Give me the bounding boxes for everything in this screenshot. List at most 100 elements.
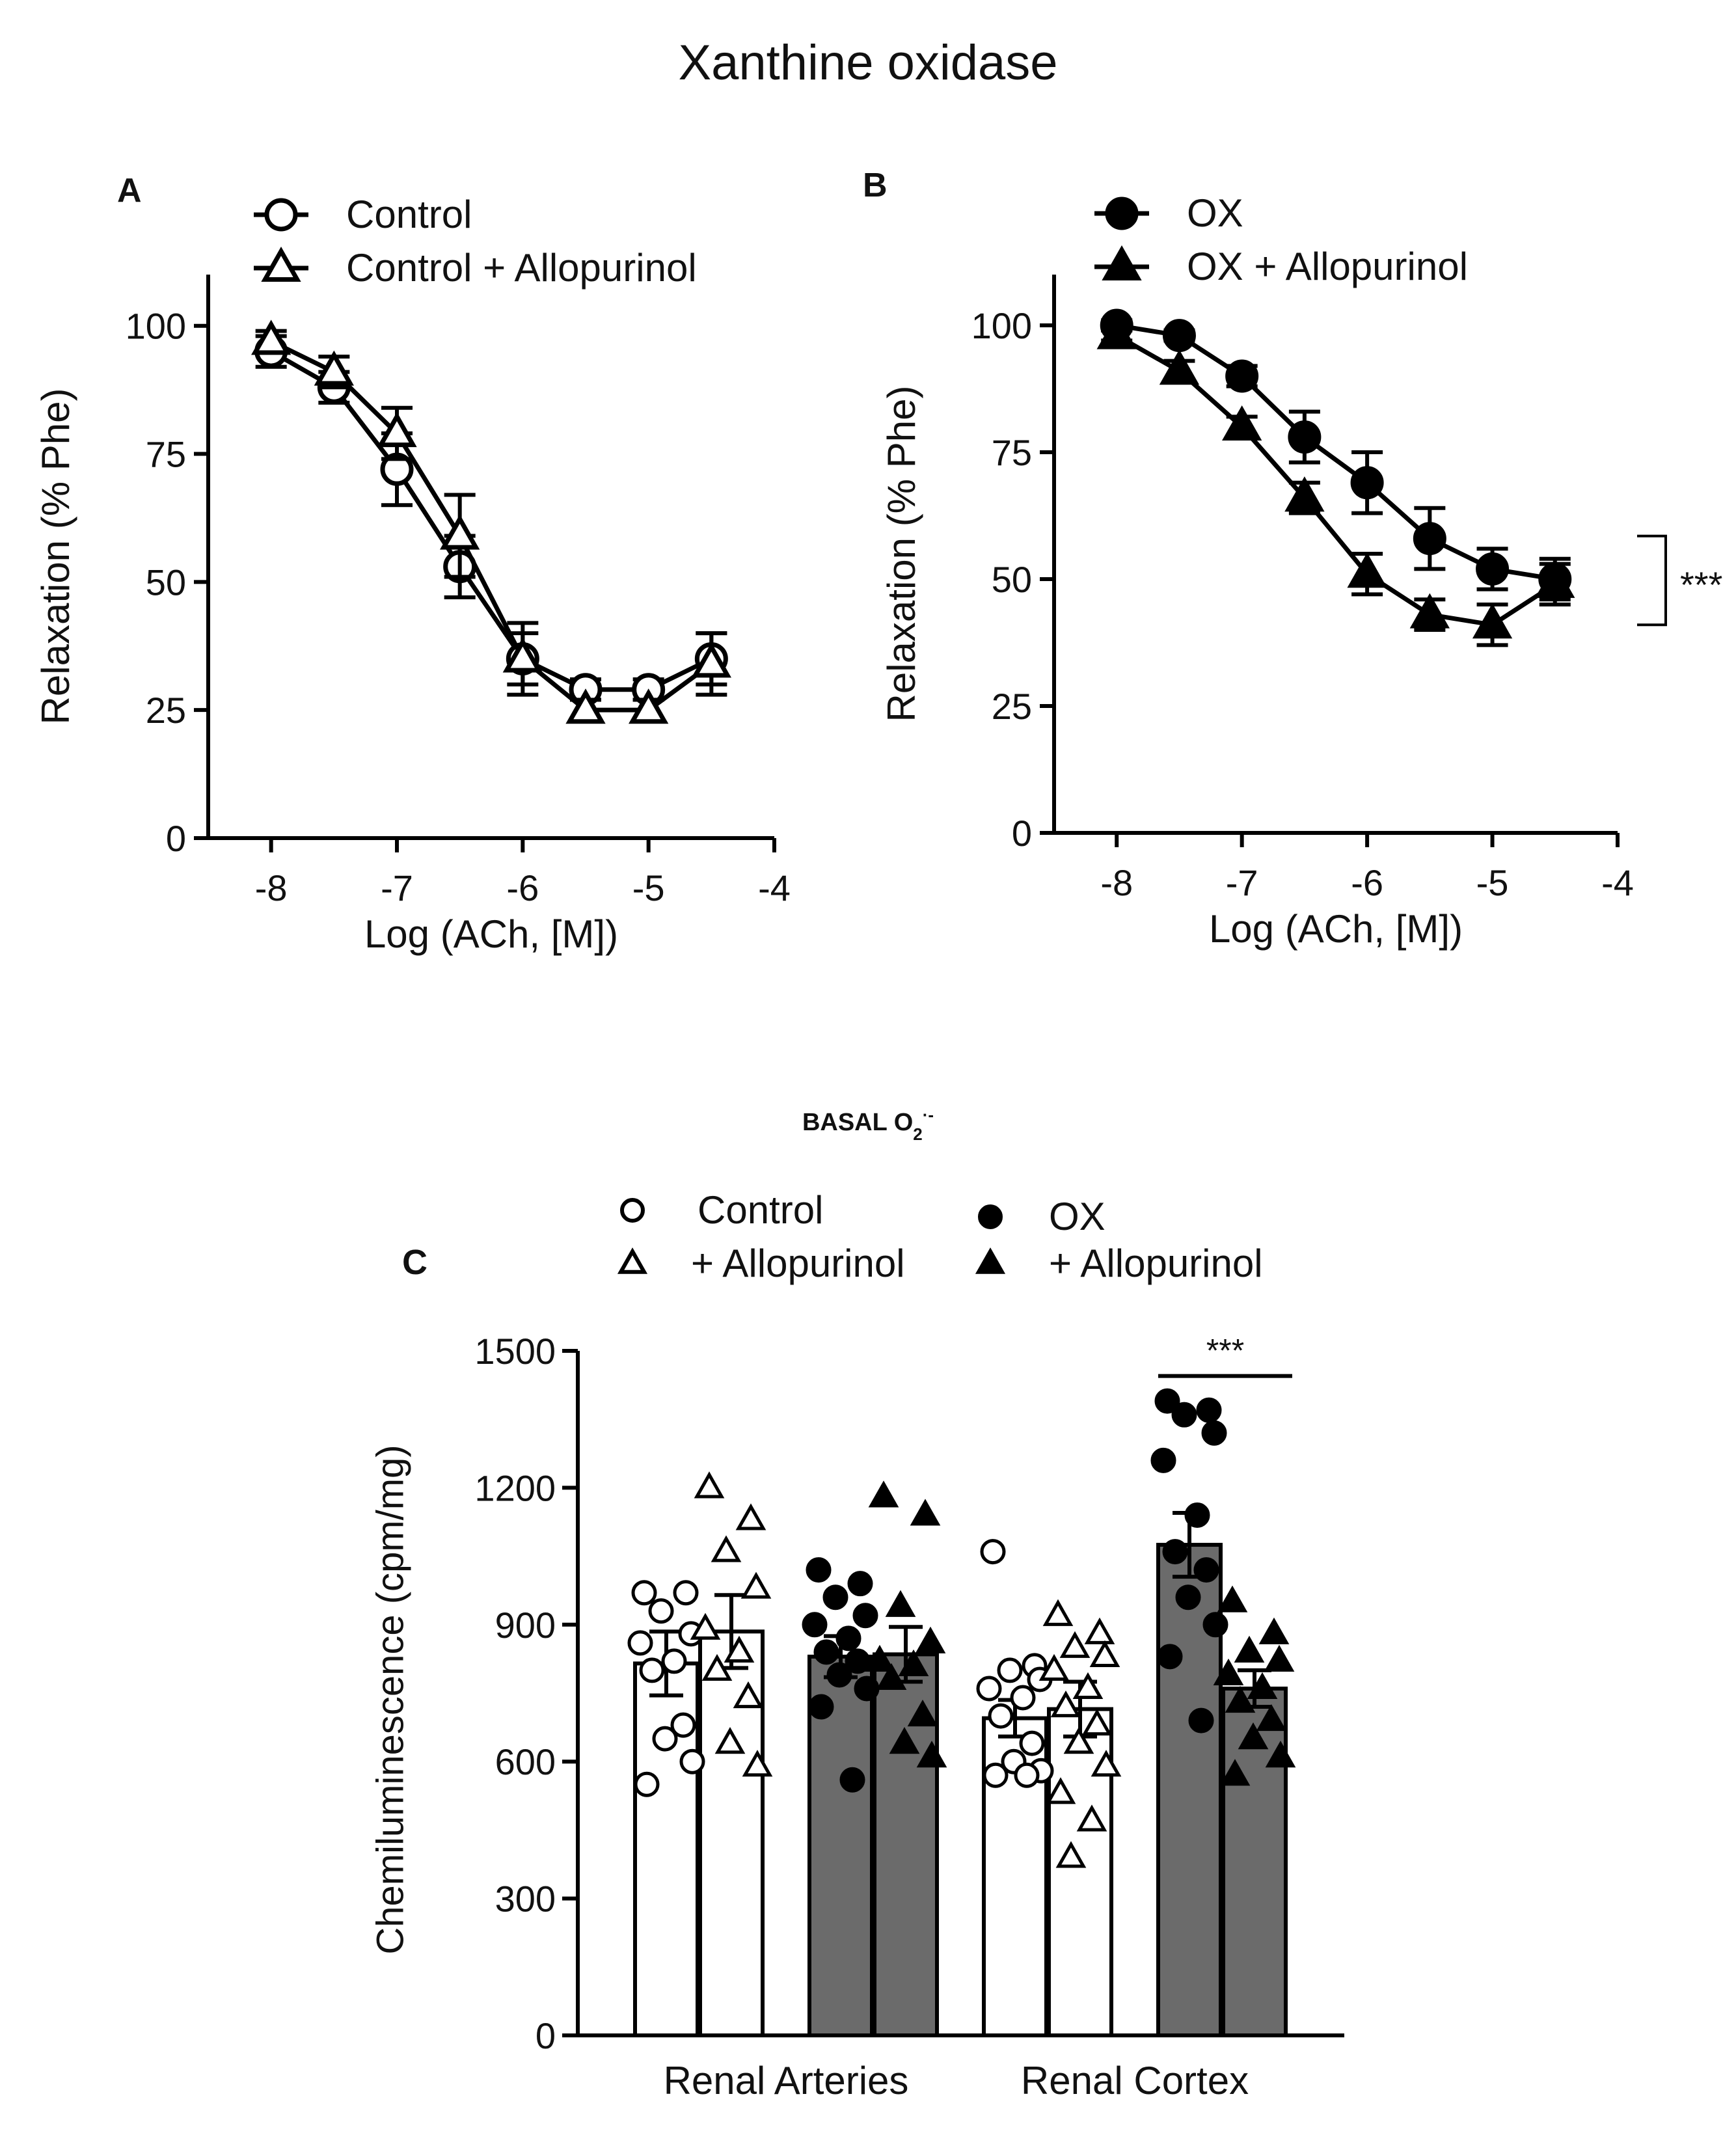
individual-point (1256, 1704, 1287, 1732)
legend-marker (1102, 245, 1142, 281)
individual-point (1188, 1707, 1214, 1733)
individual-point (1238, 1722, 1269, 1750)
legend-label: OX + Allopurinol (1187, 245, 1468, 288)
individual-point (1089, 1640, 1120, 1667)
y-tick-label: 300 (495, 1879, 556, 1920)
data-point (1284, 476, 1325, 512)
individual-point (1201, 1420, 1227, 1446)
individual-point (631, 1580, 657, 1606)
data-point (440, 514, 480, 550)
individual-point (690, 1612, 721, 1640)
individual-point (1042, 1599, 1074, 1626)
y-tick-label: 600 (495, 1741, 556, 1782)
individual-point (1265, 1741, 1296, 1768)
individual-point (1225, 1685, 1256, 1713)
title-subscript: 2 (913, 1124, 922, 1144)
individual-point (876, 1663, 907, 1691)
y-tick-label: 25 (146, 690, 186, 731)
data-point (565, 688, 606, 724)
x-tick-label: -8 (255, 867, 288, 908)
data-point (314, 350, 354, 386)
y-tick-label: 900 (495, 1605, 556, 1646)
significance-bracket (1637, 534, 1667, 627)
individual-point (854, 1676, 880, 1702)
individual-point (1019, 1730, 1045, 1756)
individual-point (822, 1584, 848, 1610)
data-point (1476, 552, 1510, 586)
data-point (1472, 603, 1513, 639)
y-tick-label: 100 (126, 306, 186, 347)
legend-label: Control + Allopurinol (346, 246, 697, 290)
individual-point (1184, 1502, 1210, 1528)
y-tick-label: 75 (146, 434, 186, 475)
y-tick-label: 1500 (474, 1331, 556, 1372)
individual-point (868, 1480, 899, 1508)
individual-point (1059, 1631, 1091, 1658)
legend-label: OX (1187, 191, 1243, 235)
bar (807, 1654, 874, 2037)
individual-point (1171, 1402, 1197, 1428)
individual-point (711, 1535, 742, 1562)
individual-point (1038, 1653, 1070, 1681)
x-tick-label: -7 (381, 867, 413, 908)
y-axis-label: Chemiluminescence (cpm/mg) (369, 1445, 411, 1954)
x-category-label: Renal Arteries (664, 2059, 909, 2102)
data-point (691, 642, 731, 678)
data-point (1535, 562, 1575, 598)
legend-marker (978, 1204, 1003, 1229)
individual-point (1162, 1539, 1188, 1565)
individual-point (1247, 1672, 1278, 1700)
individual-point (724, 1635, 755, 1663)
individual-point (1157, 1644, 1183, 1670)
data-point (1222, 405, 1262, 441)
x-tick-label: -4 (1601, 862, 1634, 903)
title-main: BASAL O (802, 1109, 913, 1136)
individual-point (1258, 1617, 1290, 1644)
individual-point (1213, 1658, 1244, 1686)
legend-marker (620, 1198, 645, 1223)
data-point (1225, 359, 1259, 393)
individual-point (1175, 1584, 1201, 1610)
individual-point (885, 1590, 916, 1617)
individual-point (1193, 1557, 1219, 1583)
individual-point (1202, 1612, 1228, 1638)
individual-point (852, 1603, 878, 1629)
x-tick-label: -6 (1351, 862, 1383, 903)
individual-point (997, 1657, 1023, 1683)
individual-point (1091, 1750, 1122, 1777)
individual-point (864, 1644, 895, 1672)
individual-point (983, 1762, 1009, 1788)
individual-point (847, 1571, 873, 1597)
figure-title: Xanthine oxidase (678, 35, 1057, 90)
panel-label: A (117, 172, 142, 210)
y-axis-label: Relaxation (% Phe) (34, 388, 77, 725)
y-tick-label: 0 (1012, 813, 1032, 854)
individual-point (673, 1580, 699, 1606)
individual-point (694, 1471, 725, 1499)
x-tick-label: -5 (1476, 862, 1509, 903)
individual-point (735, 1503, 766, 1530)
individual-point (898, 1649, 929, 1676)
panel-label: C (402, 1243, 427, 1282)
significance-label: *** (1206, 1333, 1244, 1369)
individual-point (1217, 1585, 1248, 1612)
y-tick-label: 0 (166, 818, 186, 859)
x-tick-label: -7 (1226, 862, 1258, 903)
individual-point (701, 1653, 733, 1681)
title-superscript: ·- (923, 1105, 934, 1124)
individual-point (1150, 1447, 1176, 1473)
individual-point (910, 1499, 941, 1526)
x-tick-label: -6 (506, 867, 539, 908)
data-point (1096, 314, 1137, 349)
individual-point (980, 1539, 1006, 1565)
individual-point (1055, 1841, 1087, 1868)
individual-point (976, 1676, 1002, 1702)
legend-marker (264, 198, 298, 232)
individual-point (988, 1703, 1014, 1729)
individual-point (639, 1657, 665, 1683)
legend-label: + Allopurinol (691, 1242, 905, 1285)
legend-marker (1105, 197, 1139, 230)
individual-point (1154, 1388, 1180, 1414)
data-point (502, 637, 543, 673)
